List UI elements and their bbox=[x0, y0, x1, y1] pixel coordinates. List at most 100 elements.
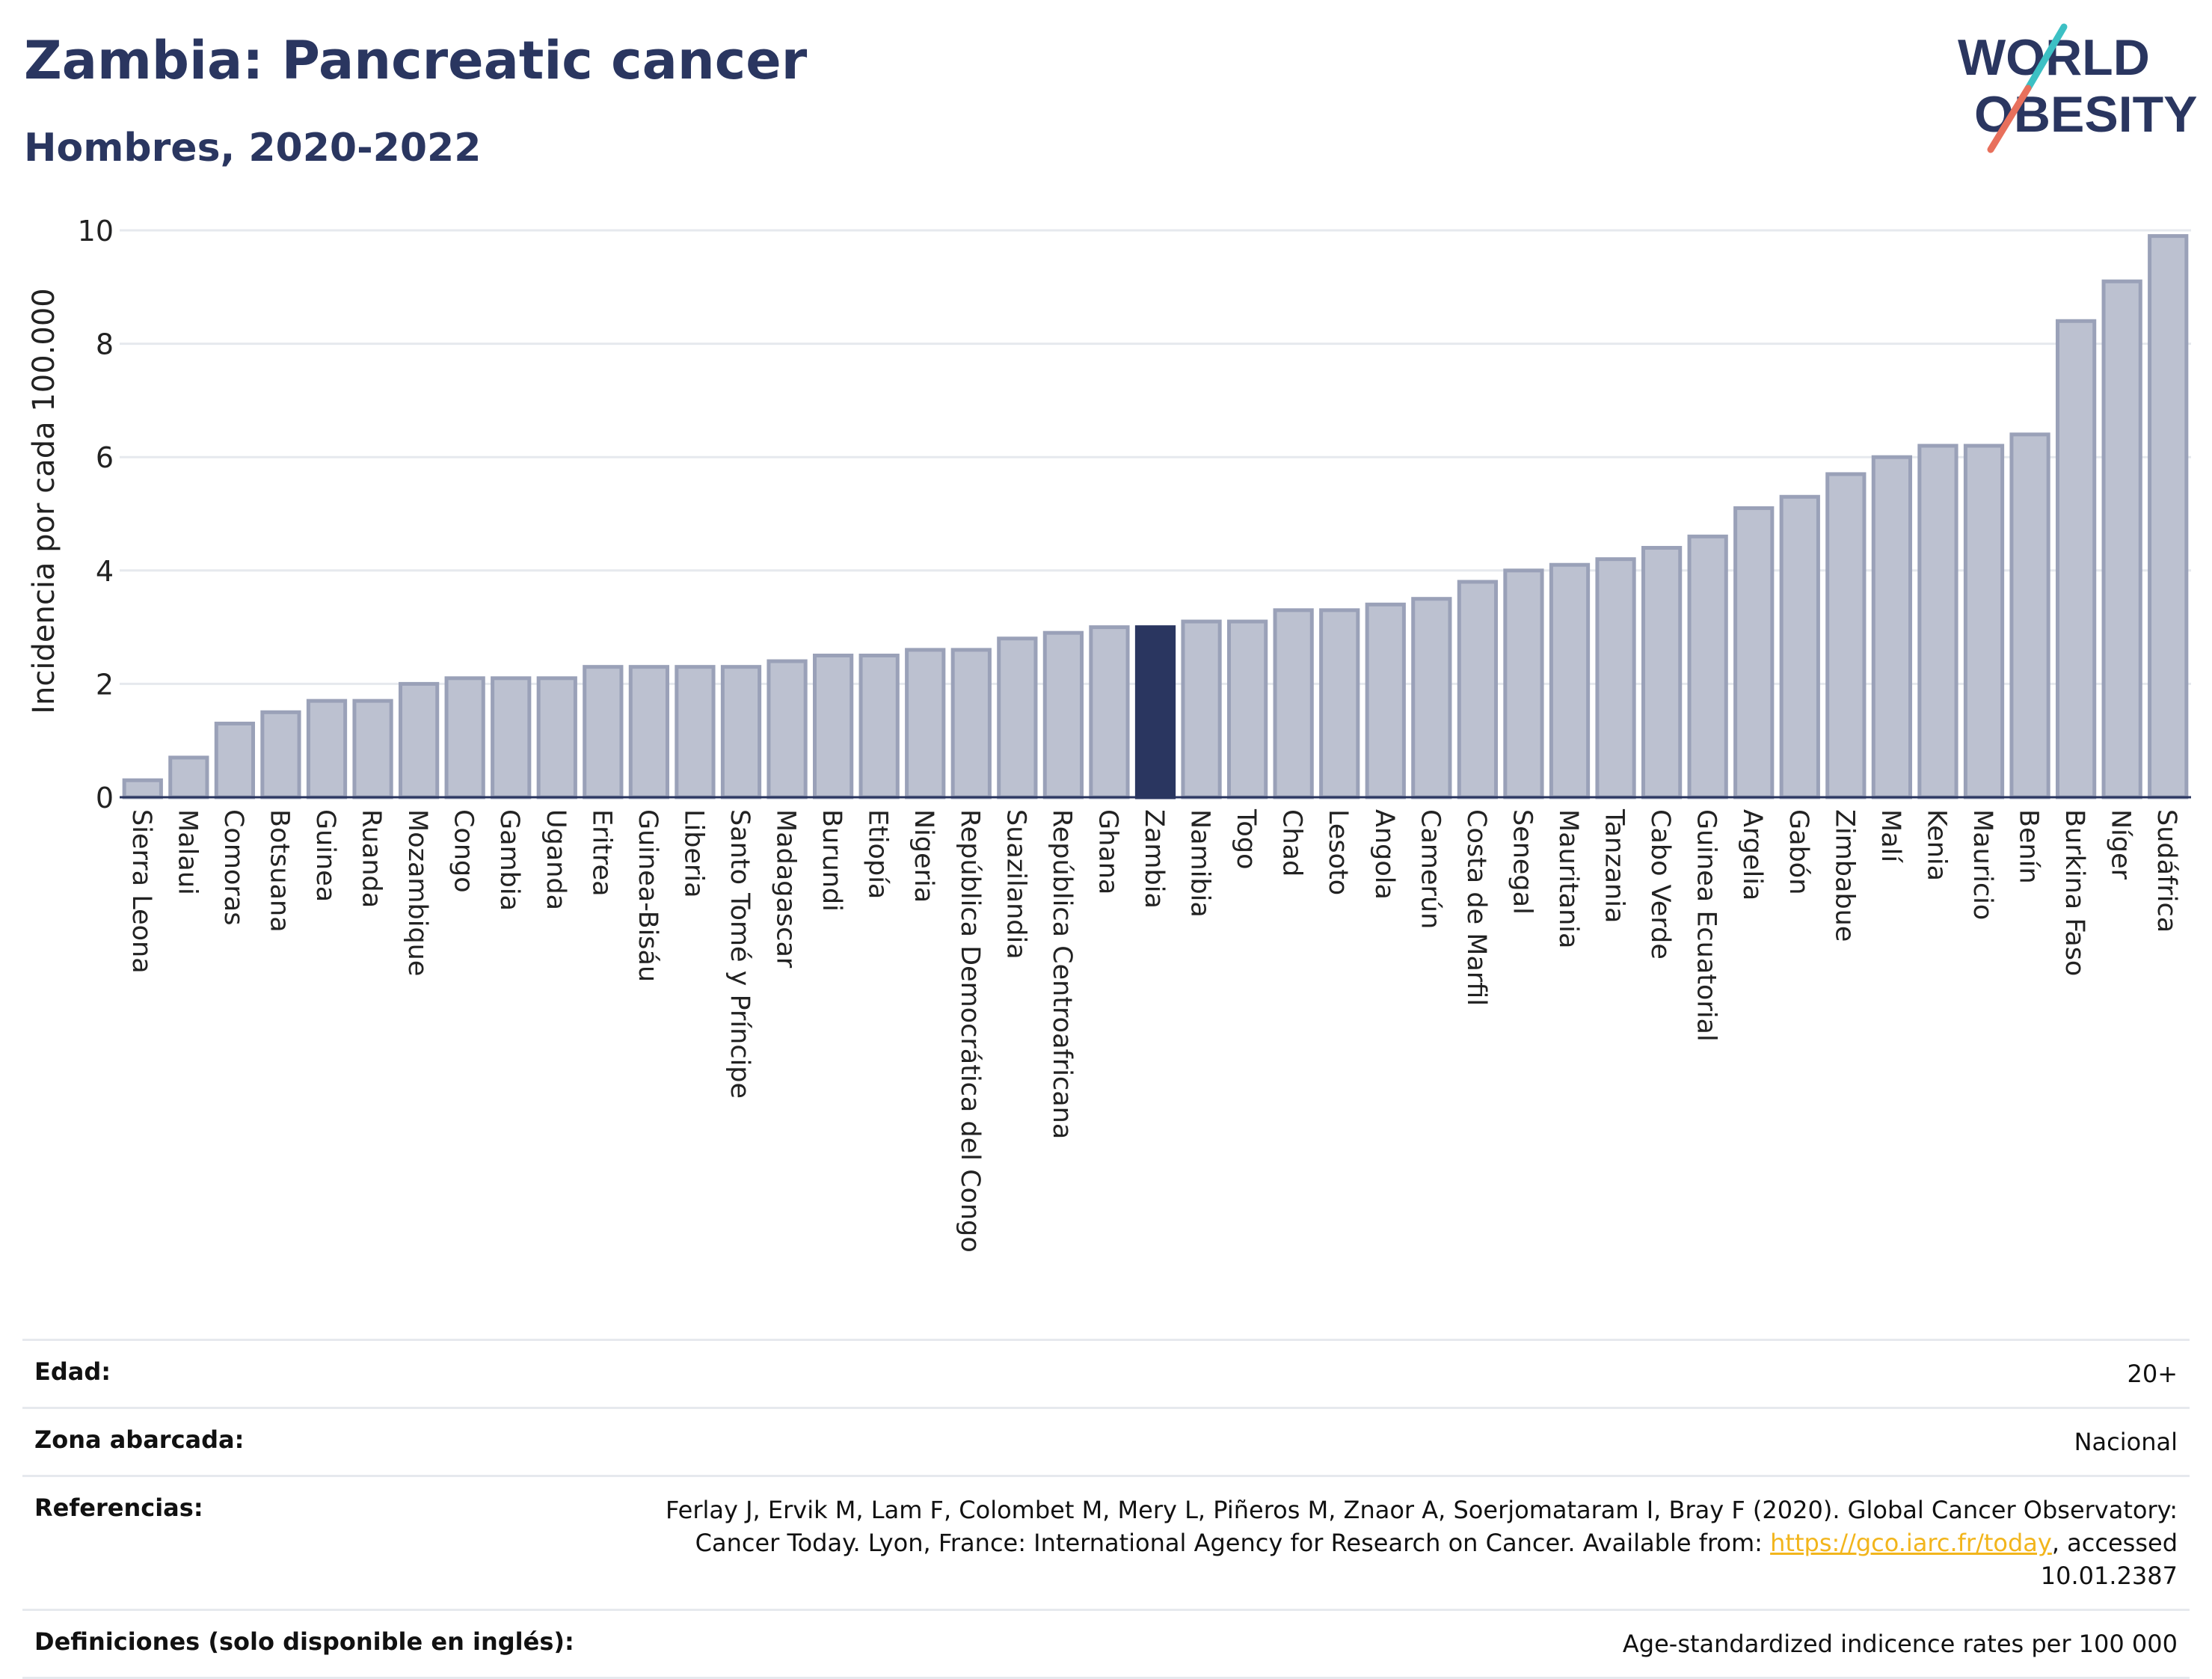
bar-sudáfrica bbox=[2148, 234, 2189, 799]
x-tick-label: Níger bbox=[2106, 809, 2136, 880]
x-tick-label: Senegal bbox=[1507, 809, 1537, 915]
x-tick-label: Togo bbox=[1231, 808, 1261, 869]
bar-ghana bbox=[1089, 625, 1130, 799]
x-tick-label: Lesoto bbox=[1323, 809, 1353, 895]
meta-label-definitions: Definiciones (solo disponible en inglés)… bbox=[34, 1627, 574, 1656]
x-tick-label: Sierra Leona bbox=[126, 809, 156, 974]
bar-guinea-ecuatorial bbox=[1687, 534, 1728, 799]
x-tick-label: Malí bbox=[1875, 809, 1905, 863]
bar-namibia bbox=[1181, 619, 1222, 799]
bar-ruanda bbox=[352, 699, 393, 799]
meta-value-zone: Nacional bbox=[2074, 1428, 2178, 1456]
x-tick-label: Comoras bbox=[218, 809, 248, 925]
bar-botsuana bbox=[260, 710, 301, 799]
x-tick-label: Etiopía bbox=[863, 809, 893, 899]
x-tick-label: Kenia bbox=[1921, 809, 1951, 881]
bar-mauricio bbox=[1963, 443, 2005, 799]
bar-mozambique bbox=[398, 681, 440, 799]
x-tick-label: Zimbabue bbox=[1829, 809, 1859, 942]
x-tick-label: Santo Tomé y Príncipe bbox=[725, 809, 755, 1099]
bar-liberia bbox=[675, 665, 716, 799]
meta-row-zone: Zona abarcada: Nacional bbox=[22, 1407, 2190, 1475]
meta-row-age: Edad: 20+ bbox=[22, 1339, 2190, 1407]
bar-congo bbox=[444, 676, 485, 799]
bar-burundi bbox=[812, 654, 854, 799]
bar-suazilandia bbox=[997, 636, 1038, 799]
x-tick-label: Argelia bbox=[1737, 809, 1767, 900]
page-title: Zambia: Pancreatic cancer bbox=[24, 30, 808, 91]
bar-togo bbox=[1226, 619, 1268, 799]
x-tick-label: Burundi bbox=[817, 809, 847, 912]
bar-república-democrática-del-congo bbox=[950, 648, 992, 799]
meta-value-definitions: Age-standardized indicence rates per 100… bbox=[1622, 1630, 2178, 1658]
x-tick-label: Ghana bbox=[1093, 809, 1122, 894]
bar-níger bbox=[2101, 279, 2142, 799]
meta-label-references: Referencias: bbox=[34, 1494, 203, 1522]
bar-lesoto bbox=[1319, 608, 1360, 799]
x-tick-label: Guinea-Bisáu bbox=[633, 809, 663, 982]
page-subtitle: Hombres, 2020-2022 bbox=[24, 126, 482, 171]
bar-guinea bbox=[306, 699, 348, 799]
y-tick-label: 6 bbox=[96, 441, 114, 474]
bar-eritrea bbox=[583, 665, 624, 799]
x-tick-label: Angola bbox=[1369, 809, 1399, 900]
y-tick-label: 0 bbox=[96, 782, 114, 814]
bar-zambia bbox=[1134, 625, 1176, 799]
bar-etiopía bbox=[858, 654, 900, 799]
x-tick-label: Suazilandia bbox=[1001, 809, 1030, 960]
x-tick-label: Guinea Ecuatorial bbox=[1692, 809, 1721, 1042]
x-axis-labels: Sierra Leona Malaui Comoras Botsuana Guinea R… bbox=[126, 808, 2181, 1253]
bars bbox=[122, 234, 2189, 799]
x-tick-label: Cabo Verde bbox=[1645, 809, 1675, 960]
y-tick-label: 2 bbox=[96, 668, 114, 701]
x-tick-label: Sudáfrica bbox=[2151, 809, 2181, 933]
x-tick-label: Congo bbox=[449, 809, 479, 893]
bar-madagascar bbox=[766, 659, 808, 799]
bar-sierra-leona bbox=[122, 778, 163, 799]
x-tick-label: Mauricio bbox=[1967, 809, 1997, 920]
bar-república-centroafricana bbox=[1042, 630, 1084, 799]
x-tick-label: Gabón bbox=[1784, 809, 1813, 894]
bar-senegal bbox=[1503, 568, 1544, 799]
y-tick-label: 10 bbox=[78, 215, 114, 248]
y-axis-ticks: 0 2 4 6 8 10 bbox=[78, 215, 114, 814]
metadata-table: Edad: 20+ Zona abarcada: Nacional Refere… bbox=[22, 1339, 2190, 1679]
bar-mauritania bbox=[1549, 562, 1591, 799]
x-tick-label: Costa de Marfil bbox=[1461, 809, 1491, 1006]
bar-costa-de-marfil bbox=[1457, 580, 1499, 799]
x-tick-label: Ruanda bbox=[357, 809, 387, 908]
bar-chad bbox=[1273, 608, 1314, 799]
x-tick-label: Liberia bbox=[678, 809, 708, 898]
x-tick-label: Mozambique bbox=[402, 809, 432, 976]
reference-link[interactable]: https://gco.iarc.fr/today bbox=[1770, 1529, 2052, 1557]
world-obesity-logo: WORLD OBESITY bbox=[1958, 23, 2198, 153]
x-tick-label: República Democrática del Congo bbox=[955, 809, 985, 1253]
x-tick-label: Burkina Faso bbox=[2059, 809, 2089, 976]
x-tick-label: Mauritania bbox=[1553, 809, 1583, 948]
bar-cabo-verde bbox=[1641, 545, 1683, 799]
meta-label-zone: Zona abarcada: bbox=[34, 1425, 245, 1454]
bar-kenia bbox=[1917, 443, 1958, 799]
bar-comoras bbox=[214, 721, 256, 799]
bar-benín bbox=[2009, 432, 2050, 799]
bar-burkina-faso bbox=[2055, 319, 2097, 799]
bar-uganda bbox=[536, 676, 577, 799]
y-tick-label: 4 bbox=[96, 555, 114, 588]
x-tick-label: Madagascar bbox=[771, 809, 801, 969]
x-tick-label: Namibia bbox=[1185, 809, 1215, 918]
bar-camerún bbox=[1411, 597, 1452, 799]
bar-angola bbox=[1365, 602, 1406, 799]
bar-gabón bbox=[1779, 494, 1820, 799]
x-tick-label: Guinea bbox=[310, 809, 340, 902]
bar-gambia bbox=[491, 676, 532, 799]
x-tick-label: Tanzania bbox=[1600, 808, 1629, 923]
meta-row-definitions: Definiciones (solo disponible en inglés)… bbox=[22, 1609, 2190, 1679]
x-tick-label: Gambia bbox=[494, 809, 524, 911]
bar-malaui bbox=[168, 755, 209, 799]
x-tick-label: Uganda bbox=[541, 809, 571, 910]
x-tick-label: Camerún bbox=[1415, 809, 1445, 929]
y-tick-label: 8 bbox=[96, 328, 114, 361]
x-tick-label: Nigeria bbox=[909, 809, 938, 903]
x-tick-label: Zambia bbox=[1139, 809, 1169, 909]
x-tick-label: Benín bbox=[2014, 809, 2044, 884]
